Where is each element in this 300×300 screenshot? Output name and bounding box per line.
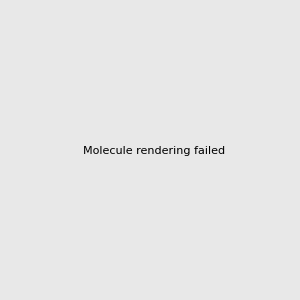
Text: Molecule rendering failed: Molecule rendering failed [83,146,225,157]
